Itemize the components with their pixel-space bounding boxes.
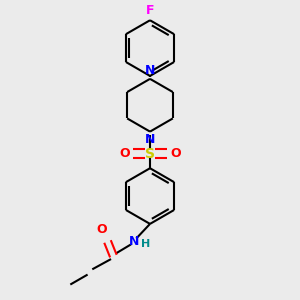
- Text: N: N: [145, 133, 155, 146]
- Text: F: F: [146, 4, 154, 17]
- Text: O: O: [170, 147, 181, 160]
- Text: S: S: [145, 147, 155, 160]
- Text: N: N: [129, 235, 139, 248]
- Text: H: H: [141, 239, 151, 249]
- Text: O: O: [96, 223, 107, 236]
- Text: O: O: [119, 147, 130, 160]
- Text: N: N: [145, 64, 155, 77]
